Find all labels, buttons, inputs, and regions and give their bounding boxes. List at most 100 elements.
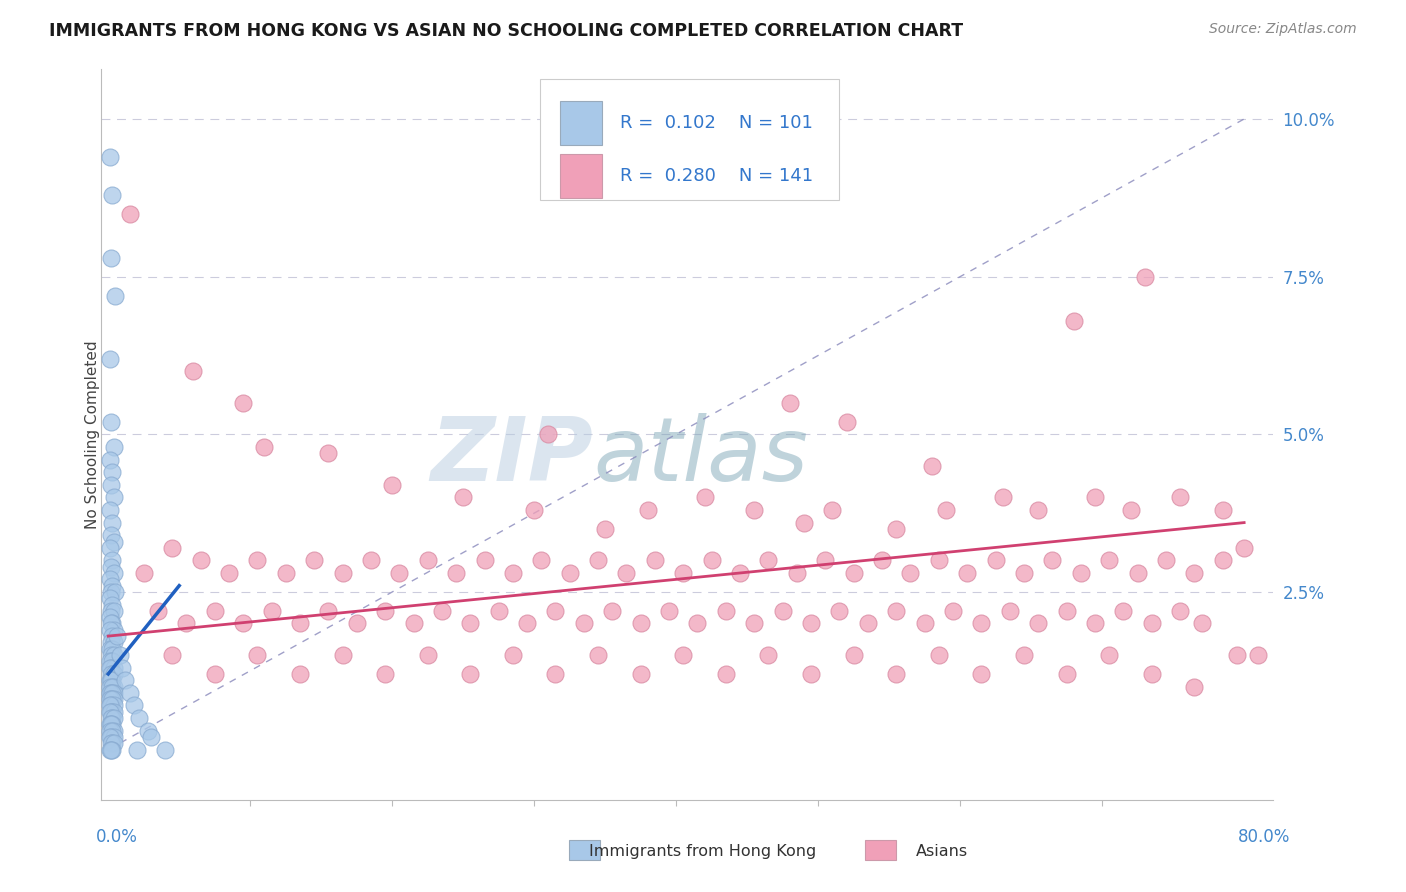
Point (318, 604, 340, 618)
Point (1042, 553, 1064, 567)
Point (544, 604, 567, 618)
Point (630, 616, 652, 631)
Point (98, 591, 121, 606)
Point (318, 446, 340, 460)
Point (103, 604, 125, 618)
Point (835, 415, 858, 429)
Point (246, 648, 269, 662)
Point (101, 705, 124, 719)
Point (346, 616, 368, 631)
Point (693, 491, 716, 505)
Point (253, 440, 276, 454)
Point (98, 686, 121, 700)
Point (100, 585, 122, 599)
Point (98, 742, 121, 756)
Point (742, 503, 765, 517)
Point (98, 610, 121, 624)
Point (246, 553, 269, 567)
Point (98, 541, 121, 555)
Point (800, 616, 823, 631)
Point (100, 686, 122, 700)
Point (672, 566, 695, 580)
Point (516, 616, 538, 631)
Point (956, 566, 979, 580)
Point (502, 648, 524, 662)
Point (101, 187, 124, 202)
Point (139, 730, 162, 744)
Point (586, 553, 609, 567)
Point (1063, 314, 1085, 328)
Point (402, 616, 425, 631)
Point (444, 566, 467, 580)
Point (970, 616, 993, 631)
Point (544, 667, 567, 681)
Point (360, 553, 382, 567)
Text: ZIP: ZIP (430, 413, 593, 500)
Point (388, 566, 411, 580)
Point (104, 288, 127, 302)
Point (1098, 553, 1121, 567)
Point (842, 648, 865, 662)
Point (146, 604, 169, 618)
Point (103, 686, 125, 700)
Point (537, 427, 560, 442)
Point (1126, 566, 1149, 580)
Point (1184, 566, 1206, 580)
Point (1212, 553, 1234, 567)
Text: R =  0.102    N = 101: R = 0.102 N = 101 (620, 114, 813, 132)
Point (758, 553, 780, 567)
Point (672, 648, 695, 662)
Point (1119, 503, 1142, 517)
Point (103, 736, 125, 750)
Point (1154, 553, 1177, 567)
Point (100, 616, 122, 631)
Point (103, 660, 125, 674)
Point (101, 667, 124, 681)
Point (814, 553, 837, 567)
Point (132, 566, 155, 580)
Point (101, 516, 124, 530)
Point (111, 660, 134, 674)
Point (1026, 616, 1049, 631)
Point (700, 553, 723, 567)
Point (101, 673, 124, 688)
Point (416, 553, 439, 567)
Point (98, 641, 121, 656)
Point (103, 440, 125, 454)
Point (274, 566, 297, 580)
FancyBboxPatch shape (540, 79, 839, 200)
Point (101, 680, 124, 694)
Point (900, 566, 922, 580)
Point (100, 742, 122, 756)
Point (100, 730, 122, 744)
Bar (561, 102, 603, 145)
Point (101, 736, 124, 750)
Point (153, 742, 176, 756)
Bar (865, 840, 896, 860)
Point (103, 680, 125, 694)
Point (101, 598, 124, 612)
Point (108, 648, 131, 662)
Point (758, 648, 780, 662)
Point (1184, 680, 1206, 694)
Point (101, 553, 124, 567)
Point (125, 742, 148, 756)
Point (100, 667, 122, 681)
Point (502, 566, 524, 580)
Point (1070, 566, 1092, 580)
Point (714, 604, 737, 618)
Point (1098, 648, 1121, 662)
Point (458, 616, 481, 631)
Point (118, 686, 141, 700)
Point (416, 648, 439, 662)
Point (1168, 491, 1191, 505)
Point (98, 452, 121, 467)
Point (928, 648, 950, 662)
Point (98, 705, 121, 719)
Point (600, 604, 623, 618)
Point (100, 528, 122, 542)
Point (332, 648, 354, 662)
Point (1012, 566, 1035, 580)
Point (98, 623, 121, 637)
Point (218, 566, 240, 580)
